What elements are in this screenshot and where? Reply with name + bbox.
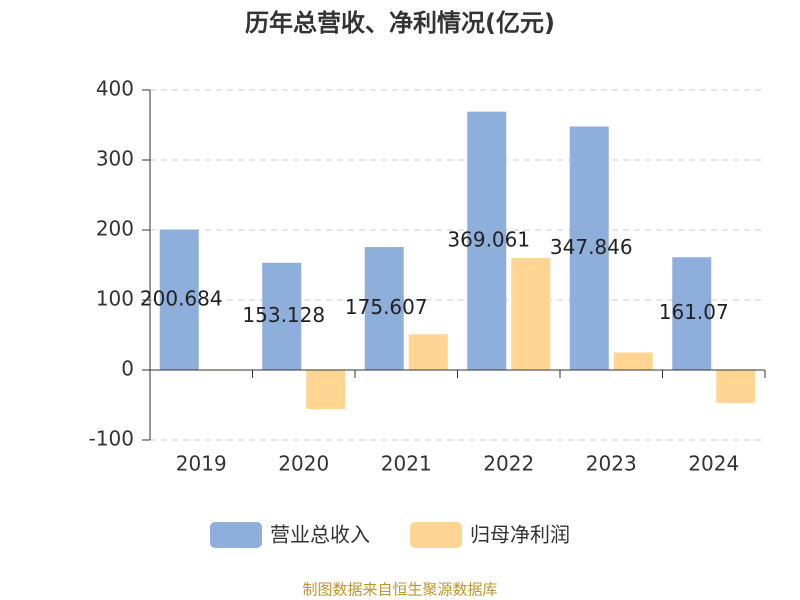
x-tick-label: 2021 <box>381 452 432 476</box>
source-note: 制图数据来自恒生聚源数据库 <box>302 581 497 599</box>
data-label: 369.061 <box>447 227 530 251</box>
bar <box>672 257 712 370</box>
y-tick-label: 100 <box>96 287 134 311</box>
bar <box>511 258 551 370</box>
bar <box>408 334 448 370</box>
data-label: 161.07 <box>659 300 729 324</box>
y-tick-label: 200 <box>96 217 134 241</box>
bar <box>716 370 756 403</box>
bar <box>613 352 653 370</box>
data-label: 347.846 <box>550 235 633 259</box>
x-tick-label: 2023 <box>586 452 637 476</box>
data-label: 200.684 <box>140 286 223 310</box>
chart-title: 历年总营收、净利情况(亿元) <box>245 9 555 37</box>
y-tick-label: -100 <box>89 427 134 451</box>
x-tick-label: 2024 <box>688 452 739 476</box>
legend-swatch <box>410 522 462 548</box>
y-tick-label: 0 <box>121 357 134 381</box>
x-tick-label: 2022 <box>483 452 534 476</box>
x-tick-label: 2019 <box>176 452 227 476</box>
bar <box>569 126 609 370</box>
legend-label: 归母净利润 <box>470 523 570 547</box>
bar <box>306 370 346 410</box>
bar <box>262 262 302 370</box>
bar <box>364 247 404 370</box>
legend-label: 营业总收入 <box>270 523 370 547</box>
y-tick-label: 400 <box>96 77 134 101</box>
legend-swatch <box>210 522 262 548</box>
data-label: 175.607 <box>345 295 428 319</box>
x-tick-label: 2020 <box>278 452 329 476</box>
data-label: 153.128 <box>242 303 325 327</box>
bar <box>159 229 199 370</box>
bar <box>467 111 507 371</box>
y-tick-label: 300 <box>96 147 134 171</box>
